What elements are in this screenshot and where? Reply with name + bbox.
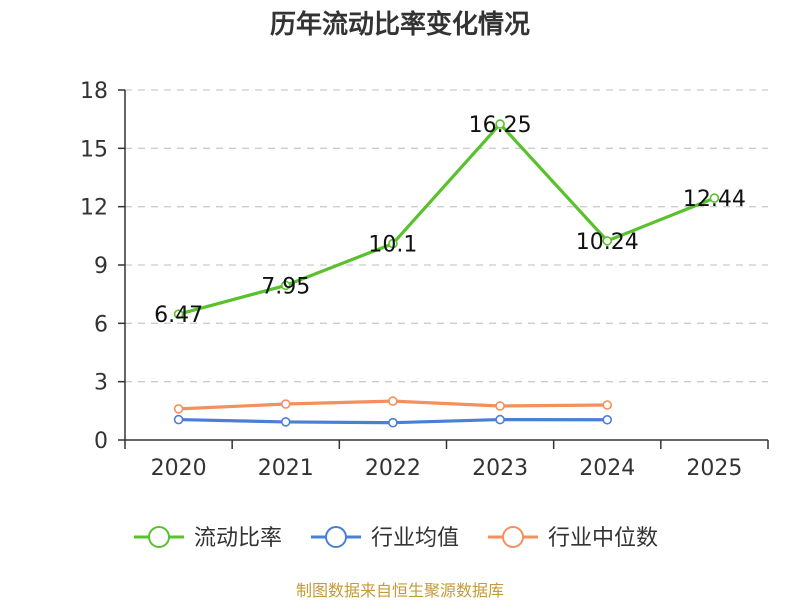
- data-point[interactable]: [388, 238, 398, 249]
- legend-marker: [325, 526, 347, 548]
- chart-title: 历年流动比率变化情况: [270, 9, 530, 40]
- x-tick-label: 2025: [686, 456, 742, 481]
- data-label: 16.25: [469, 113, 532, 138]
- data-label: 6.47: [154, 303, 203, 328]
- axes: 0 3 6 9 12 15 18 2020 2021 2022 2023 2024 2025: [80, 79, 769, 481]
- x-tick-label: 2021: [258, 456, 314, 481]
- data-point[interactable]: [280, 280, 291, 291]
- data-point[interactable]: [495, 414, 505, 425]
- x-tick-label: 2023: [472, 456, 528, 481]
- data-point[interactable]: [602, 414, 613, 425]
- data-labels: 6.47 7.95 10.1 16.25 10.24 12.44: [154, 113, 746, 328]
- data-point[interactable]: [495, 401, 505, 411]
- y-tick-label: 9: [94, 254, 108, 279]
- data-point[interactable]: [495, 119, 505, 129]
- x-tick-label: 2022: [365, 456, 421, 481]
- legend-label: 行业中位数: [548, 526, 658, 551]
- y-tick-label: 15: [80, 137, 108, 162]
- y-tick-label: 0: [94, 429, 108, 454]
- series-line: [176, 122, 717, 316]
- data-point[interactable]: [280, 399, 291, 409]
- y-tick-label: 6: [94, 312, 108, 337]
- x-tick-label: 2020: [151, 456, 207, 481]
- data-point[interactable]: [388, 396, 398, 406]
- legend[interactable]: 流动比率 行业均值 行业中位数: [134, 526, 658, 551]
- data-point[interactable]: [602, 400, 613, 410]
- legend-item[interactable]: 行业中位数: [488, 526, 658, 551]
- legend-item[interactable]: 行业均值: [311, 526, 459, 551]
- x-tick-label: 2024: [579, 456, 635, 481]
- grid-lines: [125, 89, 768, 383]
- data-point[interactable]: [280, 417, 291, 427]
- y-tick-label: 3: [94, 371, 108, 396]
- data-point[interactable]: [709, 193, 720, 203]
- data-point[interactable]: [602, 236, 613, 246]
- y-tick-label: 18: [80, 79, 108, 104]
- legend-marker: [502, 526, 524, 548]
- legend-item[interactable]: 流动比率: [134, 526, 282, 551]
- data-point[interactable]: [173, 414, 184, 425]
- data-label: 12.44: [683, 187, 746, 212]
- data-point[interactable]: [388, 417, 398, 428]
- data-label: 7.95: [261, 274, 310, 299]
- data-point[interactable]: [173, 309, 184, 319]
- legend-label: 流动比率: [194, 526, 282, 551]
- data-point[interactable]: [173, 404, 184, 414]
- data-label: 10.1: [368, 233, 417, 258]
- data-label: 10.24: [576, 230, 639, 255]
- legend-marker: [148, 526, 170, 548]
- y-tick-label: 12: [80, 196, 108, 221]
- data-source-note: 制图数据来自恒生聚源数据库: [296, 581, 504, 600]
- series-lines: [173, 119, 720, 428]
- legend-label: 行业均值: [371, 526, 459, 551]
